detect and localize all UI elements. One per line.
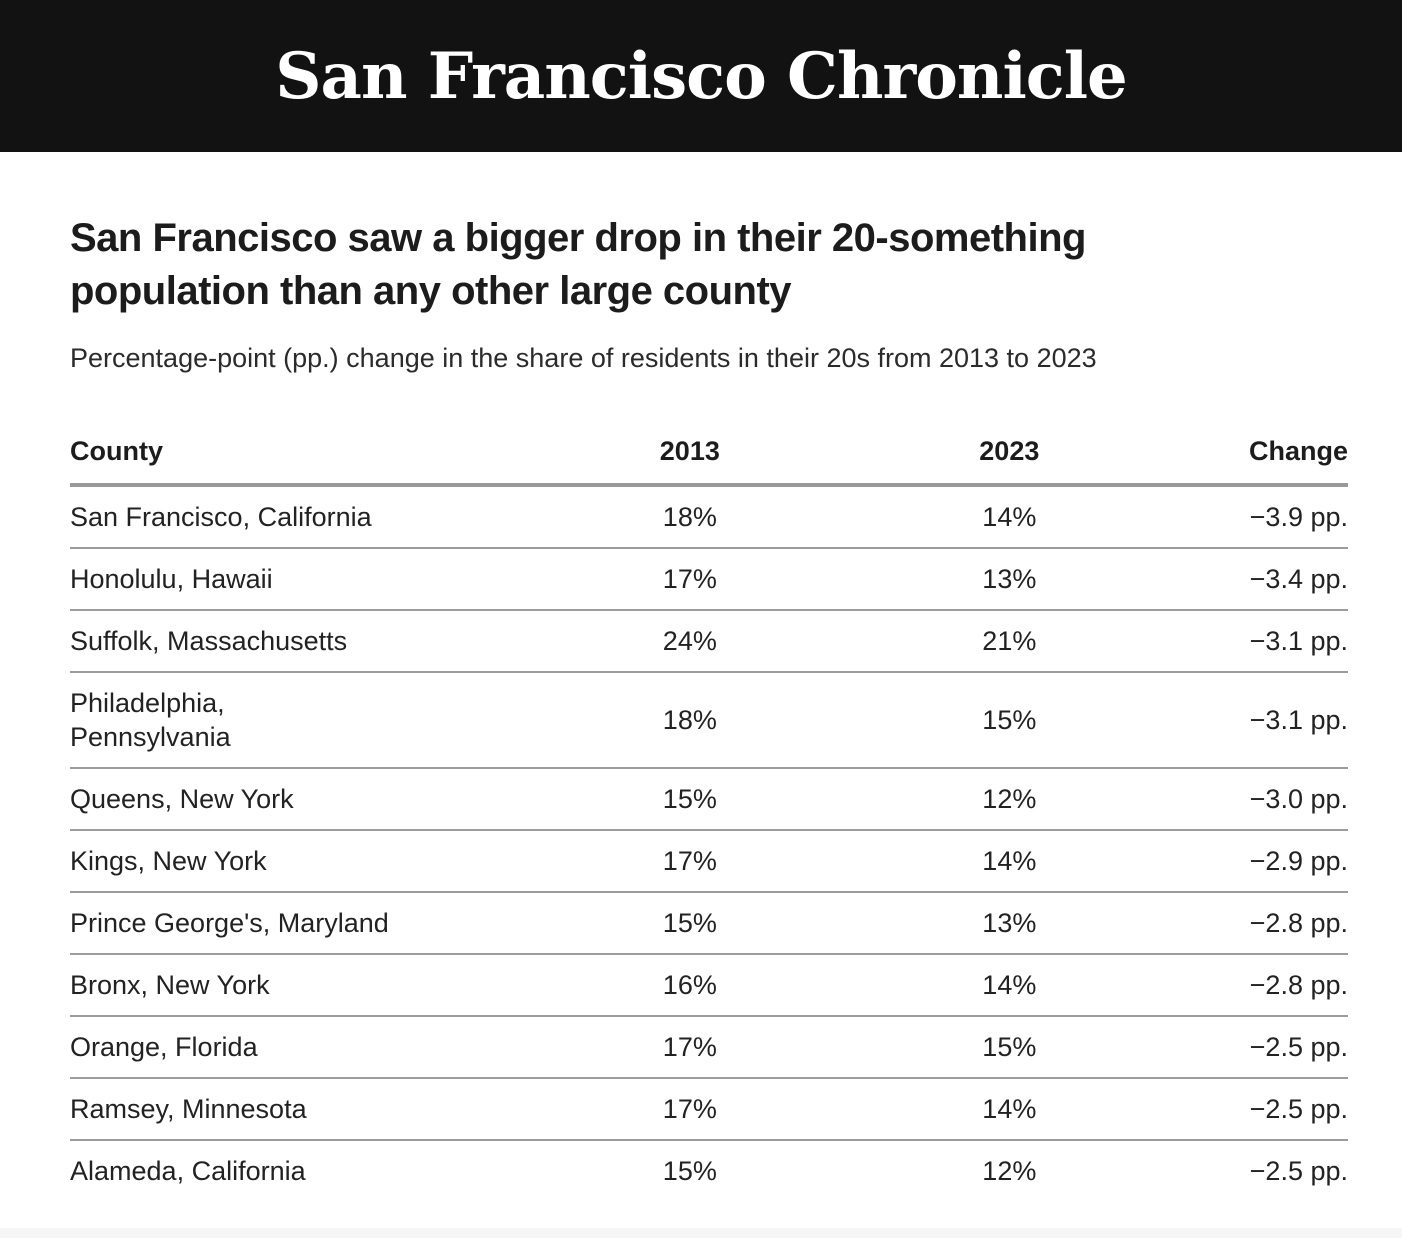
- change-cell: −2.9 pp.: [1169, 830, 1348, 893]
- column-header-2013: 2013: [530, 436, 850, 487]
- chart-headline: San Francisco saw a bigger drop in their…: [70, 216, 1086, 313]
- value-2013-cell: 15%: [530, 768, 850, 831]
- change-cell: −3.0 pp.: [1169, 768, 1348, 831]
- county-cell: Bronx, New York: [70, 954, 531, 1017]
- value-2013-cell: 15%: [530, 892, 850, 955]
- value-2023-cell: 14%: [849, 485, 1170, 549]
- table-row: Philadelphia, Pennsylvania 18% 15% −3.1 …: [70, 672, 1348, 769]
- change-cell: −2.5 pp.: [1169, 1078, 1348, 1141]
- newspaper-logo: San Francisco Chronicle: [275, 38, 1127, 114]
- value-2013-cell: 17%: [530, 830, 850, 893]
- table-row: San Francisco, California 18% 14% −3.9 p…: [70, 485, 1348, 549]
- masthead-banner: San Francisco Chronicle: [0, 0, 1402, 152]
- county-cell: San Francisco, California: [70, 485, 531, 549]
- table-row: Honolulu, Hawaii 17% 13% −3.4 pp.: [70, 548, 1348, 611]
- value-2013-cell: 17%: [530, 1016, 850, 1079]
- value-2023-cell: 12%: [982, 1156, 1037, 1186]
- table-row: Prince George's, Maryland 15% 13% −2.8 p…: [70, 892, 1348, 955]
- county-cell: Queens, New York: [70, 768, 531, 831]
- value-2023-cell: 14%: [849, 1078, 1170, 1141]
- value-2013-cell: 18%: [530, 672, 850, 769]
- value-2023-cell: 14%: [849, 954, 1170, 1017]
- county-cell: Prince George's, Maryland: [70, 892, 531, 955]
- value-2023-cell: 12%: [849, 768, 1170, 831]
- value-2013-cell: 15%: [662, 1156, 717, 1186]
- value-2023-cell: 13%: [849, 892, 1170, 955]
- data-table: County 2013 2023 Change San Francisco, C…: [70, 436, 1348, 1201]
- value-2023-cell: 13%: [849, 548, 1170, 611]
- value-2013-cell: 17%: [530, 548, 850, 611]
- change-cell: −2.8 pp.: [1169, 954, 1348, 1017]
- table-row: Orange, Florida 17% 15% −2.5 pp.: [70, 1016, 1348, 1079]
- column-header-county: County: [70, 436, 531, 487]
- change-cell: −3.1 pp.: [1169, 610, 1348, 673]
- change-cell: −2.5 pp.: [1249, 1156, 1348, 1186]
- table-row: Queens, New York 15% 12% −3.0 pp.: [70, 768, 1348, 831]
- chart-subtitle: Percentage-point (pp.) change in the sha…: [70, 343, 1097, 373]
- table-row: Alameda, California 15% 12% −2.5 pp.: [70, 1140, 1348, 1201]
- table-header-row: County 2013 2023 Change: [70, 436, 1348, 487]
- value-2013-cell: 16%: [530, 954, 850, 1017]
- table-row: Kings, New York 17% 14% −2.9 pp.: [70, 830, 1348, 893]
- column-header-change: Change: [1169, 436, 1348, 487]
- table-row: Suffolk, Massachusetts 24% 21% −3.1 pp.: [70, 610, 1348, 673]
- change-cell: −2.5 pp.: [1169, 1016, 1348, 1079]
- value-2013-cell: 24%: [530, 610, 850, 673]
- value-2023-cell: 21%: [849, 610, 1170, 673]
- table-body: San Francisco, California 18% 14% −3.9 p…: [70, 485, 1348, 1201]
- value-2013-cell: 17%: [530, 1078, 850, 1141]
- change-cell: −3.9 pp.: [1169, 485, 1348, 549]
- county-cell: Ramsey, Minnesota: [70, 1078, 531, 1141]
- value-2023-cell: 15%: [849, 672, 1170, 769]
- change-cell: −3.1 pp.: [1169, 672, 1348, 769]
- county-cell: Kings, New York: [70, 830, 531, 893]
- table-header: County 2013 2023 Change: [70, 436, 1348, 487]
- article-content: San Francisco saw a bigger drop in their…: [0, 212, 1402, 1201]
- change-cell: −2.8 pp.: [1169, 892, 1348, 955]
- county-cell: Honolulu, Hawaii: [70, 548, 531, 611]
- change-cell: −3.4 pp.: [1169, 548, 1348, 611]
- column-header-2023: 2023: [849, 436, 1170, 487]
- footer-strip: [0, 1228, 1402, 1238]
- county-cell: Orange, Florida: [70, 1016, 531, 1079]
- value-2023-cell: 15%: [849, 1016, 1170, 1079]
- value-2023-cell: 14%: [849, 830, 1170, 893]
- county-cell: Philadelphia, Pennsylvania: [70, 672, 531, 769]
- value-2013-cell: 18%: [530, 485, 850, 549]
- county-cell: Suffolk, Massachusetts: [70, 610, 531, 673]
- county-cell: Alameda, California: [70, 1156, 306, 1186]
- table-row: Bronx, New York 16% 14% −2.8 pp.: [70, 954, 1348, 1017]
- table-row: Ramsey, Minnesota 17% 14% −2.5 pp.: [70, 1078, 1348, 1141]
